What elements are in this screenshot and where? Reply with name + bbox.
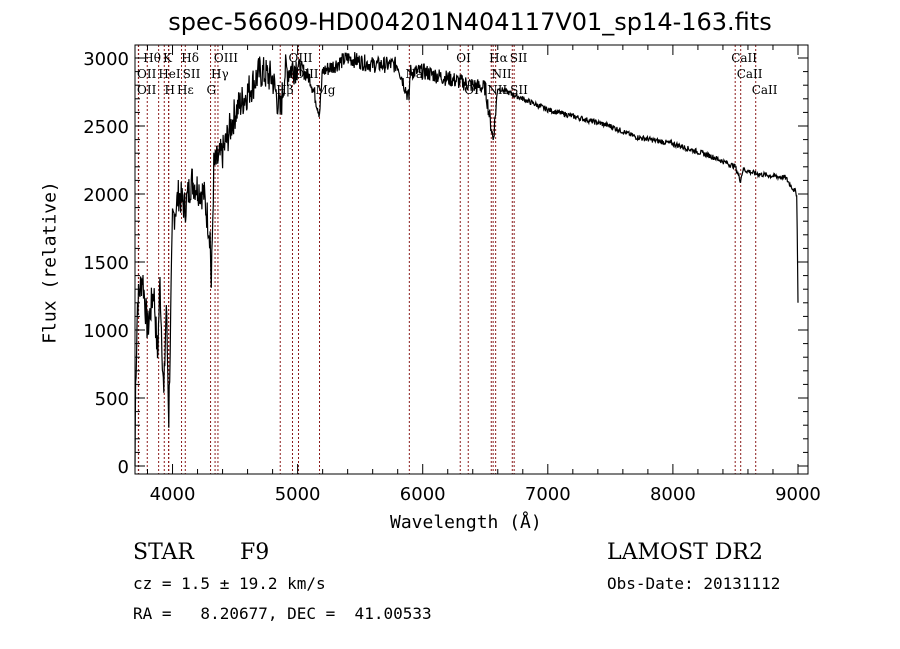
x-tick-label: 6000 xyxy=(400,484,446,505)
y-tick-label: 1500 xyxy=(83,253,129,274)
spectral-line-label: Hε xyxy=(177,83,194,97)
x-tick-label: 4000 xyxy=(150,484,196,505)
spectral-line-label: H xyxy=(165,83,175,97)
spectral-line-label: Hγ xyxy=(211,67,229,81)
y-tick-label: 2500 xyxy=(83,117,129,138)
y-axis-label: Flux (relative) xyxy=(39,181,61,344)
object-subclass: F9 xyxy=(240,540,270,565)
redshift-text: cz = 1.5 ± 19.2 km/s xyxy=(133,574,326,593)
x-tick-label: 5000 xyxy=(275,484,321,505)
spectral-line-label: SII xyxy=(510,83,528,97)
spectral-line-label: Hβ xyxy=(276,83,293,97)
spectral-line-label: NII xyxy=(492,67,512,81)
y-tick-label: 1000 xyxy=(83,321,129,342)
spectral-line-label: OII xyxy=(137,83,157,97)
spectral-line-label: Hα xyxy=(489,51,508,65)
spectral-line-label: Mg xyxy=(316,83,336,97)
x-tick-label: 7000 xyxy=(525,484,571,505)
y-tick-label: 3000 xyxy=(83,49,129,70)
spectral-line-label: OII xyxy=(137,67,157,81)
chart-title: spec-56609-HD004201N404117V01_sp14-163.f… xyxy=(168,8,772,36)
data-release: LAMOST DR2 xyxy=(607,540,763,565)
x-tick-label: 9000 xyxy=(775,484,821,505)
spectral-line-label: HeI xyxy=(158,67,181,81)
y-tick-label: 500 xyxy=(95,389,129,410)
spectral-line-label: SII xyxy=(510,51,528,65)
spectral-line-label: G xyxy=(207,83,217,97)
spectral-line-label: K xyxy=(163,51,173,65)
y-tick-label: 2000 xyxy=(83,185,129,206)
spectrum-line xyxy=(134,52,799,467)
spectral-line-label: OIII xyxy=(214,51,238,65)
x-tick-label: 8000 xyxy=(650,484,696,505)
radec-text: RA = 8.20677, DEC = 41.00533 xyxy=(133,604,432,623)
object-class: STAR xyxy=(133,540,194,565)
plot-frame xyxy=(134,44,809,475)
x-axis-label: Wavelength (Å) xyxy=(390,512,542,533)
spectral-line-label: CaII xyxy=(731,51,757,65)
spectral-line-label: CaII xyxy=(737,67,763,81)
spectral-line-label: OI xyxy=(456,51,471,65)
spectral-line-label: SII xyxy=(183,67,201,81)
spectral-line-label: CaII xyxy=(752,83,778,97)
spectral-line-label: OIII xyxy=(288,51,312,65)
spectral-line-label: Hθ xyxy=(143,51,161,65)
spectral-line-label: Hδ xyxy=(181,51,199,65)
y-tick-label: 0 xyxy=(118,457,129,478)
obs-date: Obs-Date: 20131112 xyxy=(607,574,781,593)
